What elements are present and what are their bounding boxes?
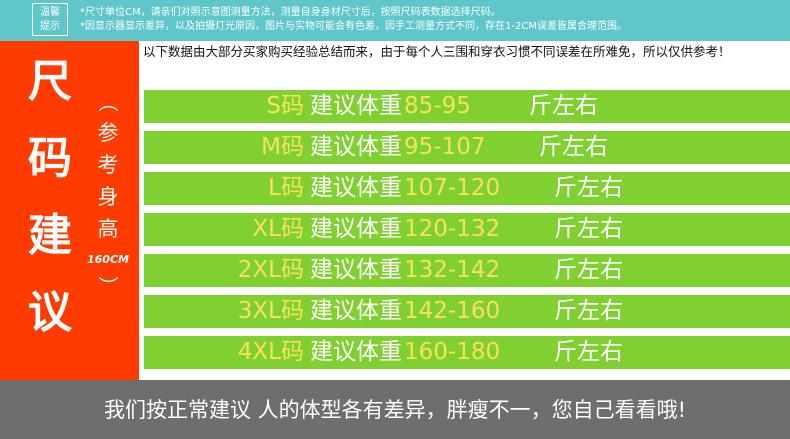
bottom-disclaimer-bar: 我们按正常建议 人的体型各有差异，胖瘦不一，您自己看看哦! <box>0 380 790 439</box>
weight-label: 建议体重 <box>310 93 402 119</box>
weight-unit: 斤左右 <box>554 339 623 365</box>
size-row-4xl: 4XL码 建议体重 160-180 斤左右 <box>144 336 790 369</box>
top-notice-line1: *尺寸单位CM，请亲们对照示意图测量方法，测量自身身材尺寸后，按照尺码表数据选择… <box>80 7 501 18</box>
size-label: M码 <box>261 134 304 160</box>
weight-unit: 斤左右 <box>539 134 608 160</box>
top-notice-bar: 温馨 提示 *尺寸单位CM，请亲们对照示意图测量方法，测量自身身材尺寸后，按照尺… <box>0 0 790 41</box>
reference-char-1: 参 <box>97 121 119 145</box>
weight-unit: 斤左右 <box>554 175 623 201</box>
weight-label: 建议体重 <box>310 134 402 160</box>
tip-badge-line2: 提示 <box>40 21 60 32</box>
weight-unit: 斤左右 <box>554 216 623 242</box>
weight-range: 107-120 <box>404 175 501 201</box>
size-row-l: L码 建议体重 107-120 斤左右 <box>144 172 790 205</box>
size-advice-panel: 尺 码 建 议 （ 参 考 身 高 160CM ） <box>0 41 139 380</box>
weight-range: 142-160 <box>404 298 501 324</box>
close-paren: ） <box>96 276 120 296</box>
reference-char-4: 高 <box>97 217 119 241</box>
weight-unit: 斤左右 <box>529 93 598 119</box>
size-row-xl: XL码 建议体重 120-132 斤左右 <box>144 213 790 246</box>
weight-range: 85-95 <box>404 93 471 119</box>
size-row-m: M码 建议体重 95-107 斤左右 <box>144 131 790 164</box>
title-char-4: 议 <box>28 287 72 338</box>
reference-height: 160CM <box>87 253 129 266</box>
weight-label: 建议体重 <box>310 216 402 242</box>
weight-unit: 斤左右 <box>554 298 623 324</box>
weight-range: 160-180 <box>404 339 501 365</box>
bottom-disclaimer-text: 我们按正常建议 人的体型各有差异，胖瘦不一，您自己看看哦! <box>103 398 687 422</box>
size-label: 4XL码 <box>237 339 304 365</box>
size-label: 3XL码 <box>237 298 304 324</box>
tip-badge-line1: 温馨 <box>40 7 60 18</box>
weight-unit: 斤左右 <box>554 257 623 283</box>
size-label: S码 <box>266 93 304 119</box>
size-label: 2XL码 <box>237 257 304 283</box>
weight-label: 建议体重 <box>310 339 402 365</box>
size-label: XL码 <box>252 216 304 242</box>
reference-char-2: 考 <box>97 153 119 177</box>
size-row-3xl: 3XL码 建议体重 142-160 斤左右 <box>144 295 790 328</box>
reference-char-3: 身 <box>97 185 119 209</box>
weight-label: 建议体重 <box>310 257 402 283</box>
weight-range: 95-107 <box>404 134 486 160</box>
top-notice-line2: *因显示器显示差异，以及拍摄灯光原因，图片与实物可能会有色差，因手工测量方式不同… <box>80 21 627 32</box>
size-row-2xl: 2XL码 建议体重 132-142 斤左右 <box>144 254 790 287</box>
tip-badge: 温馨 提示 <box>32 3 68 36</box>
size-label: L码 <box>268 175 304 201</box>
weight-label: 建议体重 <box>310 298 402 324</box>
title-char-2: 码 <box>28 133 72 184</box>
intro-text: 以下数据由大部分买家购买经验总结而来，由于每个人三围和穿衣习惯不同误差在所难免，… <box>143 44 731 59</box>
weight-label: 建议体重 <box>310 175 402 201</box>
title-char-1: 尺 <box>28 56 72 107</box>
title-char-3: 建 <box>28 210 72 261</box>
weight-range: 132-142 <box>404 257 501 283</box>
size-row-s: S码 建议体重 85-95 斤左右 <box>144 90 790 123</box>
weight-range: 120-132 <box>404 216 501 242</box>
top-notice-text: *尺寸单位CM，请亲们对照示意图测量方法，测量自身身材尺寸后，按照尺码表数据选择… <box>80 6 780 34</box>
